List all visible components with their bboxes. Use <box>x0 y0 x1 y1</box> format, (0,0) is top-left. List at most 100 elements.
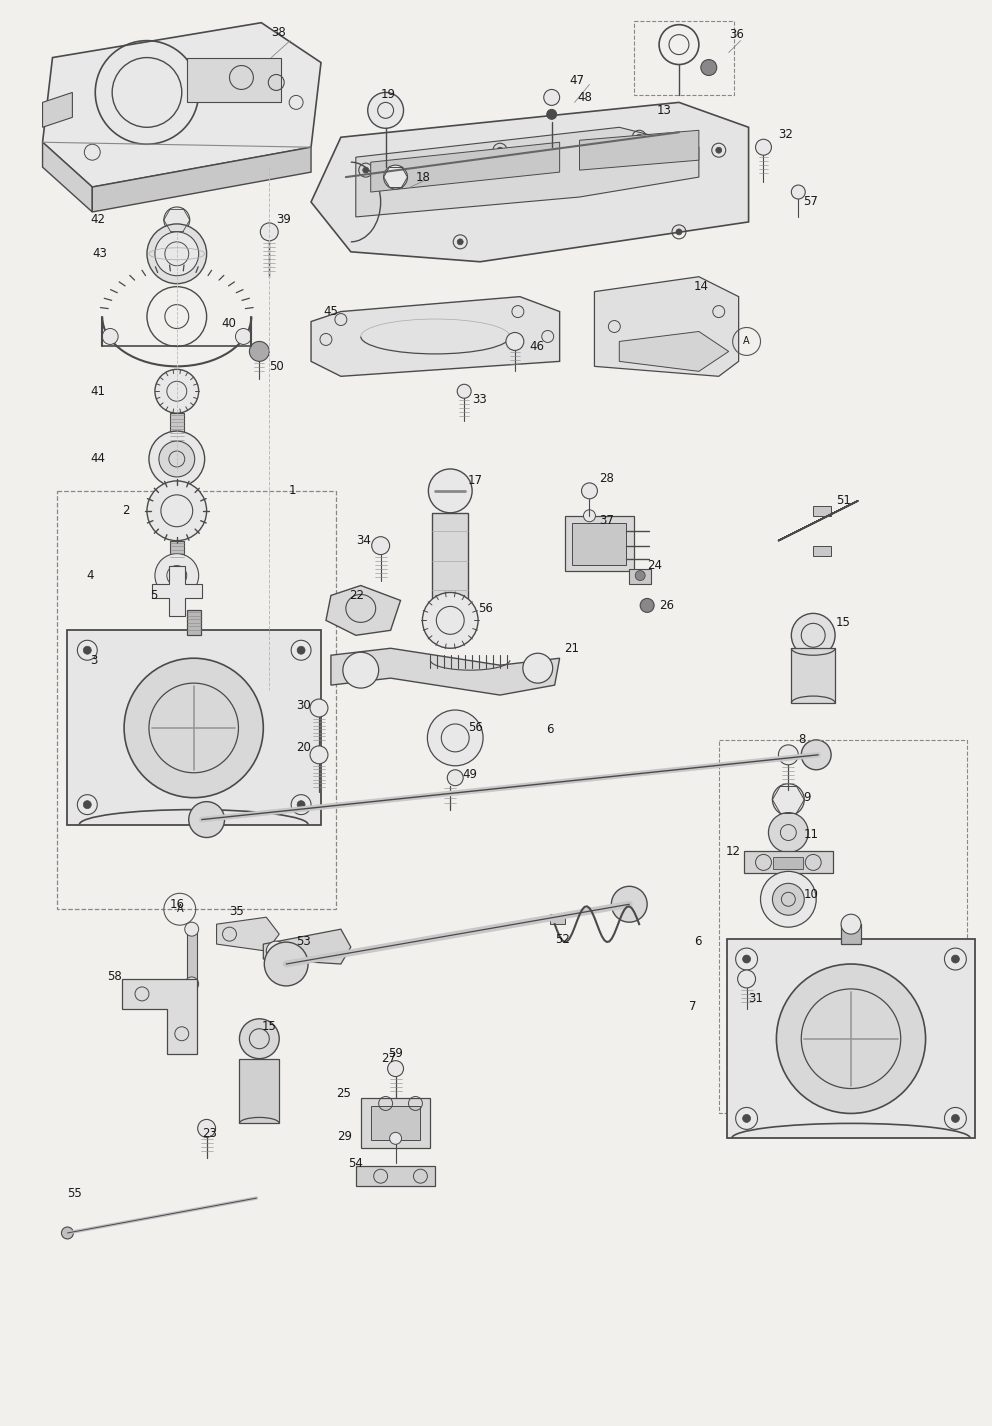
Bar <box>170 414 184 443</box>
Bar <box>239 1058 279 1124</box>
Polygon shape <box>92 147 311 212</box>
Bar <box>634 21 734 96</box>
Circle shape <box>611 887 647 923</box>
Bar <box>356 1166 435 1186</box>
Circle shape <box>773 784 805 816</box>
Text: 33: 33 <box>472 392 487 406</box>
Text: 18: 18 <box>416 171 431 184</box>
Text: 23: 23 <box>201 1127 216 1139</box>
Circle shape <box>372 536 390 555</box>
Bar <box>170 540 184 560</box>
Circle shape <box>155 232 198 275</box>
Text: 38: 38 <box>271 26 286 39</box>
Polygon shape <box>263 930 351 964</box>
Text: 41: 41 <box>90 385 105 398</box>
Bar <box>774 857 804 870</box>
Text: 6: 6 <box>546 723 554 736</box>
Circle shape <box>506 332 524 351</box>
Circle shape <box>802 740 831 770</box>
Text: 55: 55 <box>67 1186 82 1199</box>
Text: 11: 11 <box>804 829 818 841</box>
Circle shape <box>773 883 805 915</box>
Bar <box>792 649 835 703</box>
Polygon shape <box>311 297 559 376</box>
Circle shape <box>260 222 278 241</box>
Circle shape <box>547 110 557 120</box>
Circle shape <box>388 1061 404 1077</box>
Circle shape <box>756 140 772 155</box>
Text: 54: 54 <box>348 1156 363 1169</box>
Text: A: A <box>177 904 184 914</box>
Circle shape <box>197 1119 215 1138</box>
Text: 50: 50 <box>269 359 284 372</box>
Text: 46: 46 <box>530 339 545 352</box>
Bar <box>550 914 564 924</box>
Text: 59: 59 <box>389 1047 404 1060</box>
Circle shape <box>164 207 189 232</box>
Text: 48: 48 <box>577 91 592 104</box>
Polygon shape <box>311 103 749 262</box>
Circle shape <box>676 230 682 235</box>
Circle shape <box>77 640 97 660</box>
Text: 21: 21 <box>564 642 579 655</box>
Text: 26: 26 <box>659 599 675 612</box>
Polygon shape <box>371 143 559 193</box>
Text: 15: 15 <box>261 1020 276 1034</box>
Bar <box>744 851 833 873</box>
Bar <box>571 523 626 565</box>
Circle shape <box>235 328 251 345</box>
Circle shape <box>944 948 966 970</box>
Circle shape <box>583 509 595 522</box>
Bar <box>186 610 200 636</box>
Circle shape <box>155 553 198 597</box>
Polygon shape <box>216 917 279 951</box>
Bar <box>727 940 975 1138</box>
Circle shape <box>497 147 503 153</box>
Circle shape <box>155 369 198 414</box>
Text: 4: 4 <box>86 569 94 582</box>
Circle shape <box>841 914 861 934</box>
Polygon shape <box>579 130 698 170</box>
Polygon shape <box>619 331 729 371</box>
Bar <box>186 930 196 984</box>
Circle shape <box>124 659 263 797</box>
Text: 1: 1 <box>289 485 297 498</box>
Circle shape <box>147 224 206 284</box>
Circle shape <box>457 238 463 245</box>
Text: 10: 10 <box>804 888 818 901</box>
Text: 3: 3 <box>90 653 97 667</box>
Text: 28: 28 <box>599 472 614 485</box>
Circle shape <box>185 977 198 991</box>
Circle shape <box>102 328 118 345</box>
Circle shape <box>310 699 328 717</box>
Bar <box>67 630 321 824</box>
Polygon shape <box>594 277 739 376</box>
Text: 31: 31 <box>749 992 764 1005</box>
Bar <box>433 513 468 602</box>
Circle shape <box>777 964 926 1114</box>
Text: 2: 2 <box>122 505 130 518</box>
Polygon shape <box>122 980 196 1054</box>
Polygon shape <box>326 586 401 636</box>
Text: 29: 29 <box>337 1129 352 1142</box>
Circle shape <box>581 483 597 499</box>
Bar <box>813 506 831 516</box>
Circle shape <box>188 801 224 837</box>
Circle shape <box>738 970 756 988</box>
Text: 56: 56 <box>478 602 493 615</box>
Circle shape <box>423 592 478 649</box>
Text: 22: 22 <box>349 589 364 602</box>
Circle shape <box>779 744 799 764</box>
Text: 57: 57 <box>804 195 818 208</box>
Text: 7: 7 <box>688 1001 696 1014</box>
Circle shape <box>429 469 472 513</box>
Text: 5: 5 <box>150 589 158 602</box>
Text: 45: 45 <box>323 305 338 318</box>
Text: 35: 35 <box>229 904 244 918</box>
Text: 20: 20 <box>297 742 311 754</box>
Circle shape <box>83 646 91 655</box>
Text: 27: 27 <box>381 1052 396 1065</box>
Text: 37: 37 <box>599 515 614 528</box>
Circle shape <box>239 1018 279 1058</box>
Circle shape <box>636 134 642 140</box>
